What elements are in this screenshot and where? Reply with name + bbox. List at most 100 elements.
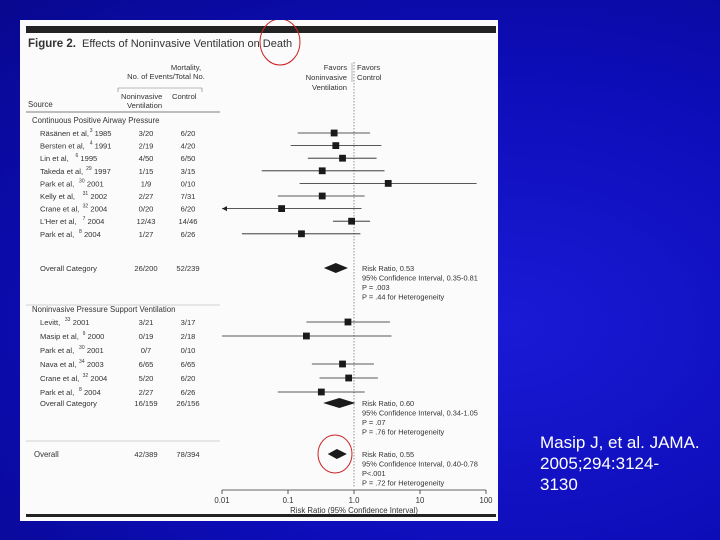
mortality-header-line-1: Mortality, <box>171 63 201 72</box>
study-year: 2004 <box>90 205 107 214</box>
study-niv-count: 0/7 <box>141 346 152 355</box>
point-estimate-square <box>339 154 346 162</box>
study-year: 2001 <box>87 346 104 355</box>
study-niv-count: 2/27 <box>139 192 154 201</box>
forest-plot-figure: Figure 2. Effects of Noninvasive Ventila… <box>20 20 498 521</box>
study-year: 1997 <box>94 167 111 176</box>
mortality-header-line-2: No. of Events/Total No. <box>127 72 205 81</box>
study-source: Levitt, <box>40 318 60 327</box>
study-control-count: 4/20 <box>181 142 196 151</box>
study-niv-count: 3/20 <box>139 129 154 138</box>
pooled-stat: P = .72 for Heterogeneity <box>362 479 445 488</box>
study-source: Park et al, <box>40 230 74 239</box>
study-control-count: 3/17 <box>181 318 196 327</box>
favors-control-label: Favors <box>357 63 380 72</box>
study-source: Crane et al, <box>40 374 79 383</box>
overall-niv-count: 26/200 <box>134 264 157 273</box>
study-control-count: 14/46 <box>178 217 197 226</box>
point-estimate-square <box>317 388 325 396</box>
pooled-stat: 95% Confidence Interval, 0.35-0.81 <box>362 274 478 283</box>
column-header-control: Control <box>172 92 197 101</box>
study-ref: 33 <box>65 317 71 323</box>
study-control-count: 6/26 <box>181 388 196 397</box>
study-niv-count: 5/20 <box>139 374 154 383</box>
study-year: 2002 <box>90 192 107 201</box>
pooled-diamond-cpap <box>323 263 348 273</box>
point-estimate-square <box>318 192 326 200</box>
study-control-count: 6/20 <box>181 374 196 383</box>
point-estimate-square <box>344 318 352 326</box>
pooled-stat: 95% Confidence Interval, 0.40-0.78 <box>362 460 478 469</box>
group-heading-npsv: Noninvasive Pressure Support Ventilation <box>32 305 175 314</box>
pooled-stat: P<.001 <box>362 469 386 478</box>
study-source: Park et al, <box>40 179 74 188</box>
point-estimate-square <box>318 167 326 175</box>
study-control-count: 0/10 <box>181 179 196 188</box>
study-niv-count: 0/20 <box>139 205 154 214</box>
forest-plot-svg: Figure 2. Effects of Noninvasive Ventila… <box>26 20 493 515</box>
pooled-stat: P = .44 for Heterogeneity <box>362 293 445 302</box>
column-header-niv: Noninvasive <box>121 92 162 101</box>
study-ref: 8 <box>79 229 82 235</box>
annotation-circle-title <box>259 20 301 66</box>
figure-top-rule <box>26 26 496 33</box>
study-source: Crane et al, <box>40 205 79 214</box>
overall-label: Overall <box>34 450 59 459</box>
figure-title: Effects of Noninvasive Ventilation on De… <box>82 38 292 50</box>
figure-title-label: Figure 2. <box>28 38 76 50</box>
pooled-diamond-overall <box>327 449 347 459</box>
study-niv-count: 1/27 <box>139 230 154 239</box>
study-control-count: 6/50 <box>181 154 196 163</box>
favors-niv-label: Favors <box>324 63 347 72</box>
citation-caption: Masip J, et al. JAMA. 2005;294:3124- 313… <box>540 432 710 495</box>
study-ref: 30 <box>79 178 85 184</box>
study-niv-count: 1/9 <box>141 179 152 188</box>
overall-control-count: 78/394 <box>176 450 199 459</box>
overall-category-label: Overall Category <box>40 399 97 408</box>
study-niv-count: 3/21 <box>139 318 154 327</box>
point-estimate-square <box>278 205 286 212</box>
x-axis-tick-label: 0.01 <box>214 496 229 505</box>
pooled-diamond-npsv <box>323 398 356 408</box>
study-year: 2004 <box>84 230 101 239</box>
figure-bottom-rule <box>26 514 496 517</box>
study-year: 2001 <box>73 318 90 327</box>
study-niv-count: 4/50 <box>139 154 154 163</box>
study-year: 2004 <box>88 217 105 226</box>
study-source: Räsänen et al, <box>40 129 89 138</box>
point-estimate-square <box>298 230 305 238</box>
pooled-stat: P = .76 for Heterogeneity <box>362 428 445 437</box>
study-ref: 30 <box>79 345 85 351</box>
overall-control-count: 52/239 <box>176 264 199 273</box>
study-control-count: 2/18 <box>181 332 196 341</box>
pooled-stat: Risk Ratio, 0.53 <box>362 264 414 273</box>
x-axis-tick-label: 0.1 <box>283 496 294 505</box>
point-estimate-square <box>332 142 340 149</box>
study-ref: 32 <box>83 204 89 210</box>
study-ref: 7 <box>83 216 86 222</box>
study-source: Masip et al, <box>40 332 79 341</box>
study-niv-count: 6/65 <box>139 360 154 369</box>
study-source: L'Her et al, <box>40 217 76 226</box>
favors-niv-label: Noninvasive <box>306 73 347 82</box>
x-axis-tick-label: 10 <box>416 496 425 505</box>
study-year: 2004 <box>90 374 107 383</box>
point-estimate-square <box>330 129 338 137</box>
overall-niv-count: 16/159 <box>134 399 157 408</box>
favors-control-label: Control <box>357 73 382 82</box>
favors-niv-label: Ventilation <box>312 83 347 92</box>
study-control-count: 6/26 <box>181 230 196 239</box>
point-estimate-square <box>339 360 346 368</box>
study-ref: 34 <box>79 359 85 365</box>
pooled-stat: 95% Confidence Interval, 0.34-1.05 <box>362 409 478 418</box>
point-estimate-square <box>345 374 353 382</box>
pooled-stat: Risk Ratio, 0.55 <box>362 450 414 459</box>
citation-line-1: Masip J, et al. JAMA. <box>540 433 700 452</box>
pooled-stat: P = .07 <box>362 418 386 427</box>
citation-line-2: 2005;294:3124- <box>540 454 660 473</box>
source-header: Source <box>28 100 53 109</box>
study-source: Kelly et al, <box>40 192 75 201</box>
study-source: Bersten et al, <box>40 142 85 151</box>
study-control-count: 3/15 <box>181 167 196 176</box>
overall-control-count: 26/156 <box>176 399 199 408</box>
